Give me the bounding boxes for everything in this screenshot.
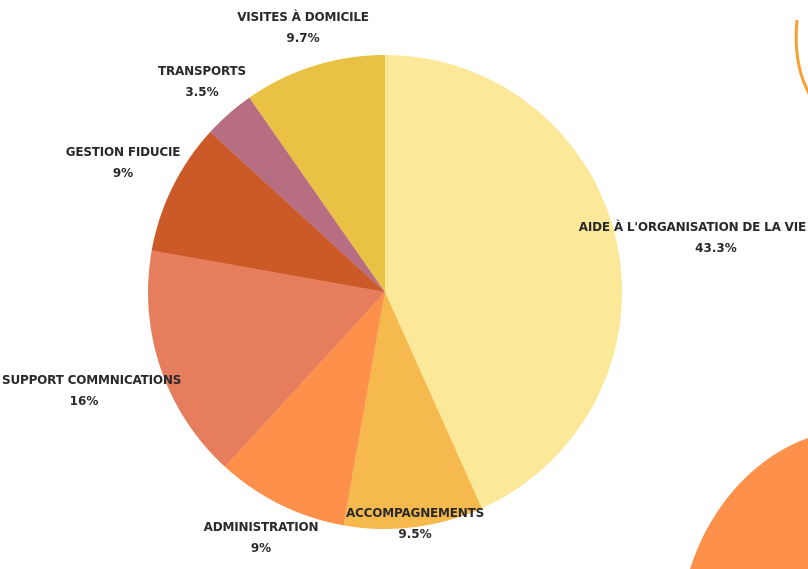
slice-label-visites-a-domicile: VISITES À DOMICILE: [237, 9, 369, 24]
pie-slice-visites-a-domicile: [249, 55, 385, 292]
slice-value-administration: 9%: [251, 541, 271, 555]
pie-slice-accompagnements: [343, 292, 482, 529]
pie-slice-transports: [210, 97, 385, 292]
pie-slice-administration: [224, 292, 385, 526]
slice-label-transports: TRANSPORTS: [158, 64, 246, 78]
slice-label-aide-a-l-organisation-de-la-vie: AIDE À L'ORGANISATION DE LA VIE: [579, 219, 806, 234]
pie-slice-gestion-fiducie: [151, 131, 385, 292]
slices-layer: [148, 54, 623, 529]
decorative-blob: [690, 438, 808, 569]
slice-value-transports: 3.5%: [185, 85, 218, 99]
slice-value-accompagnements: 9.5%: [398, 527, 431, 541]
slice-value-gestion-fiducie: 9%: [113, 166, 133, 180]
decorative-ring: [794, 19, 808, 95]
slice-label-accompagnements: ACCOMPAGNEMENTS: [346, 506, 484, 520]
pie-slice-aide-a-l-organisation-de-la-vie: [385, 54, 623, 509]
slice-value-support-commnications: 16%: [70, 394, 99, 408]
slice-label-support-commnications: SUPPORT COMMNICATIONS: [2, 373, 181, 387]
labels-layer: AIDE À L'ORGANISATION DE LA VIE 43.3% ACCO…: [2, 9, 806, 555]
slice-label-administration: ADMINISTRATION: [204, 520, 319, 534]
slice-value-visites-a-domicile: 9.7%: [286, 31, 319, 45]
slice-value-aide-a-l-organisation-de-la-vie: 43.3%: [695, 241, 737, 255]
slice-label-gestion-fiducie: GESTION FIDUCIE: [66, 145, 181, 159]
decor-layer: [690, 19, 808, 569]
pie-slice-support-commnications: [148, 250, 385, 467]
